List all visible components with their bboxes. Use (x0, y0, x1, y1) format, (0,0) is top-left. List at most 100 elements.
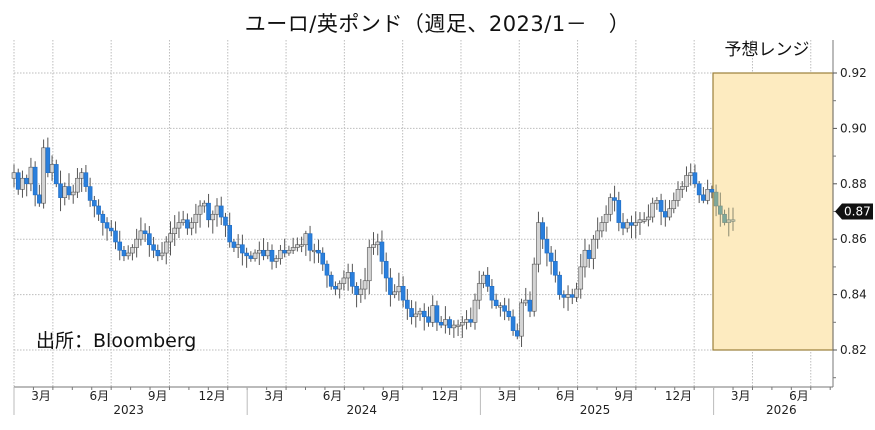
candle (506, 298, 512, 321)
candle (130, 244, 135, 261)
candle (49, 155, 55, 181)
candle (307, 225, 313, 262)
candle (333, 281, 338, 296)
candle (261, 238, 266, 261)
candle (493, 293, 499, 309)
x-tick-label: 6月 (323, 389, 343, 403)
candle (722, 209, 727, 226)
candle (718, 192, 723, 227)
candle (472, 293, 478, 330)
candle (227, 212, 232, 248)
candle (299, 236, 304, 253)
candle (430, 295, 436, 327)
candle (379, 230, 385, 275)
candle (514, 323, 520, 340)
candle (502, 297, 507, 321)
x-year-label: 2025 (580, 403, 611, 417)
candle (434, 300, 440, 331)
candle (180, 210, 186, 226)
x-tick-label: 6月 (556, 389, 576, 403)
candle (713, 184, 719, 217)
candle (443, 306, 448, 334)
candle (172, 215, 178, 246)
candle (113, 221, 118, 250)
candle (117, 230, 123, 261)
candle (290, 237, 296, 255)
x-tick-label: 9月 (148, 389, 168, 403)
candle (578, 253, 584, 299)
candle (125, 245, 131, 260)
candle (295, 237, 300, 252)
x-tick-label: 12月 (432, 389, 459, 403)
candle (273, 255, 279, 269)
candle (278, 244, 283, 265)
candle (595, 217, 600, 249)
candle (663, 199, 668, 227)
candle (476, 270, 482, 310)
y-tick-label: 0.82 (840, 343, 867, 357)
candle (328, 271, 334, 290)
x-year-label: 2026 (766, 403, 797, 417)
candle (544, 226, 550, 267)
candle (206, 193, 211, 228)
candle (523, 287, 529, 307)
candle (375, 233, 381, 256)
candle (108, 220, 114, 237)
candle (235, 234, 241, 259)
x-tick-label: 3月 (731, 389, 751, 403)
x-tick-label: 3月 (498, 389, 518, 403)
candle (637, 212, 643, 235)
candle (383, 252, 389, 292)
candle (311, 243, 317, 264)
chart-title: ユーロ/英ポンド（週足、2023/1－ ） (244, 12, 631, 36)
candle (620, 213, 626, 236)
candle (28, 157, 34, 192)
candle (667, 199, 672, 221)
axes: 0.82 0.84 0.86 0.88 0.90 0.92 3月 6月 9月 12月 3月 6月 9月 1… (13, 40, 867, 417)
candle (214, 198, 220, 227)
x-tick-label: 9月 (381, 389, 401, 403)
candle (481, 271, 486, 289)
candle (646, 204, 651, 227)
candle (70, 184, 76, 204)
candle (358, 278, 364, 303)
x-tick-label: 3月 (31, 389, 51, 403)
candle (324, 260, 330, 288)
candle (345, 263, 351, 291)
candle (447, 316, 452, 335)
candle (316, 239, 321, 263)
candle (553, 249, 558, 283)
candle (252, 249, 258, 262)
candle (536, 211, 541, 273)
candle (489, 279, 495, 309)
candle (519, 298, 524, 347)
candle (616, 191, 622, 232)
x-tick-label: 3月 (264, 389, 284, 403)
candle (599, 216, 605, 238)
candle (20, 170, 25, 198)
x-year-label: 2024 (347, 403, 378, 417)
candle (362, 267, 368, 300)
candle (455, 319, 461, 337)
y-tick-label: 0.86 (840, 232, 867, 246)
candle (15, 168, 21, 195)
candle (37, 184, 42, 207)
candle (159, 242, 165, 261)
candle (210, 210, 216, 234)
candle (265, 242, 271, 260)
candle (468, 307, 474, 328)
last-price-tag: 0.87 (835, 203, 873, 220)
y-tick-label: 0.84 (840, 288, 867, 302)
candle (83, 165, 89, 192)
candle (405, 289, 410, 320)
candle (675, 181, 681, 207)
candle (104, 217, 110, 241)
candle (688, 163, 694, 186)
candle (32, 161, 38, 207)
candle (671, 192, 677, 214)
candle (679, 181, 685, 198)
candle (269, 244, 275, 270)
candle (244, 247, 249, 268)
candle (121, 246, 127, 262)
candle (320, 247, 326, 271)
